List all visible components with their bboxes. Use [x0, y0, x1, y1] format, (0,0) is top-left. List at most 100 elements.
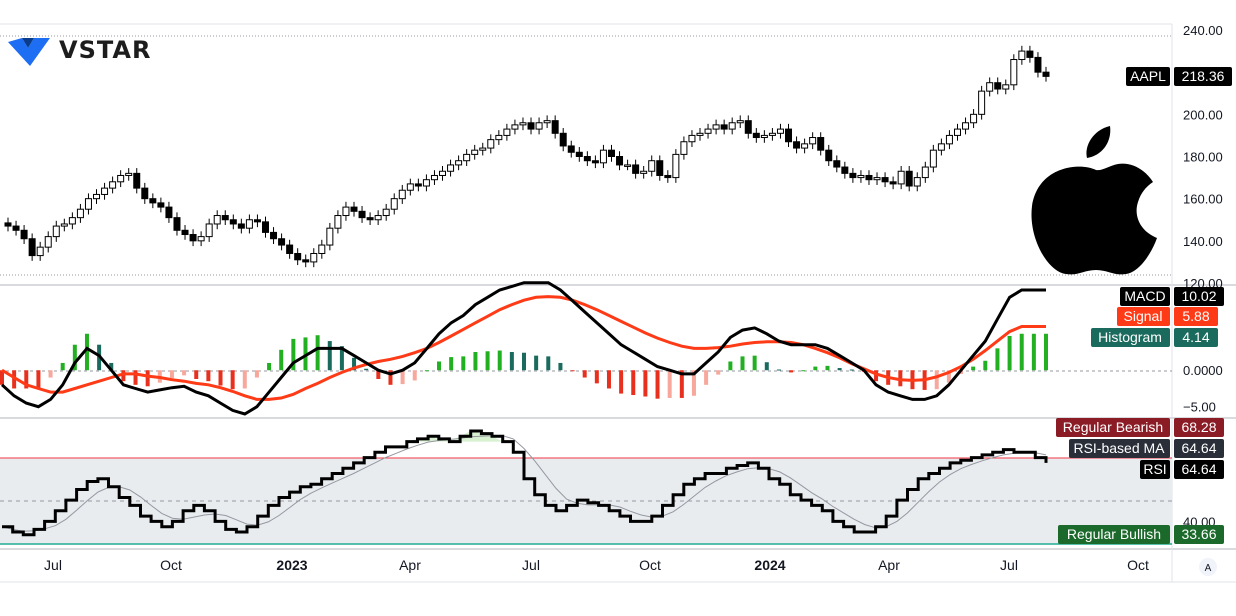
candle	[704, 123, 712, 139]
macd-histogram-bar	[36, 370, 41, 389]
candle	[865, 170, 873, 185]
candle	[986, 77, 994, 97]
candle	[953, 123, 961, 141]
candle	[567, 140, 575, 158]
candle-body	[358, 210, 366, 219]
candle-body	[213, 215, 221, 225]
macd-histogram-bar	[315, 335, 320, 371]
candle-body	[881, 177, 889, 183]
macd-histogram-bar	[716, 370, 721, 375]
candle-body	[173, 217, 181, 231]
candle-body	[736, 120, 744, 124]
macd-histogram-bar	[825, 365, 830, 371]
candle-body	[318, 244, 326, 254]
macd-histogram-bar	[594, 370, 599, 384]
candle	[237, 218, 245, 234]
macd-histogram-bar	[473, 352, 478, 371]
candle	[334, 210, 342, 234]
candle	[109, 176, 117, 194]
rsi-line	[2, 429, 1048, 537]
time-tick-label: Apr	[399, 557, 421, 573]
candle	[897, 165, 905, 190]
macd-histogram-bar	[691, 370, 696, 396]
macd-histogram-bar	[267, 362, 272, 371]
apple-logo-icon	[1031, 126, 1157, 275]
candle	[133, 168, 141, 194]
candle-body	[366, 217, 374, 221]
candle	[1042, 66, 1050, 82]
candle-body	[921, 166, 929, 179]
candle	[447, 159, 455, 177]
candle	[213, 210, 221, 230]
macd-axis: 0.0000 −5.00	[1183, 363, 1223, 414]
candle	[310, 248, 318, 268]
candle-body	[44, 236, 52, 248]
candle-body	[278, 238, 286, 246]
candle-body	[640, 170, 648, 174]
candle-body	[141, 187, 149, 200]
candle	[245, 214, 253, 234]
candle	[495, 130, 503, 145]
macd-histogram-bar	[558, 362, 563, 371]
candle	[929, 144, 937, 173]
candle	[52, 220, 60, 242]
price-axis: 240.00220.00200.00180.00160.00140.00120.…	[1183, 23, 1223, 291]
candle-body	[76, 208, 84, 219]
macd-histogram-bar	[72, 344, 77, 371]
macd-histogram-bar	[194, 370, 199, 379]
candle-body	[905, 170, 913, 187]
last-price-label: 218.36	[1182, 68, 1225, 84]
candle-body	[350, 206, 358, 212]
macd-histogram-bar	[509, 352, 514, 371]
candle-body	[270, 231, 278, 240]
candle-body	[857, 174, 865, 179]
macd-histogram-bar	[655, 370, 660, 399]
candle-body	[752, 132, 760, 139]
symbol-badge	[1126, 67, 1170, 86]
rsi-ma-line	[1, 435, 1047, 532]
candle-body	[4, 222, 12, 227]
macd-histogram-bar	[582, 370, 587, 378]
candle	[479, 142, 487, 156]
candle-body	[487, 139, 495, 149]
candle-body	[326, 227, 334, 246]
candle-body	[12, 225, 20, 231]
candle	[398, 184, 406, 204]
candle-body	[664, 174, 672, 179]
macd-histogram-bar	[631, 370, 636, 396]
candle	[374, 210, 382, 226]
rsi-label: RSI	[1143, 461, 1166, 477]
candle-body	[607, 149, 615, 158]
candle	[221, 210, 229, 226]
candle-body	[1018, 50, 1026, 61]
signal-line	[1, 295, 1046, 401]
auto-scale-button[interactable]: A	[1199, 558, 1217, 576]
candle-body	[414, 183, 422, 187]
candle-body	[60, 223, 68, 227]
regular-bullish-value: 33.66	[1181, 526, 1216, 542]
candle	[994, 77, 1002, 95]
macd-histogram-bar	[801, 370, 806, 372]
regular-bullish-label: Regular Bullish	[1067, 526, 1161, 542]
candle-body	[261, 221, 269, 233]
rsi-value: 64.64	[1181, 461, 1216, 477]
macd-tick-label: −5.00	[1183, 400, 1216, 415]
candle	[962, 117, 970, 135]
candle	[261, 216, 269, 238]
candle	[439, 165, 447, 181]
candle	[656, 155, 664, 181]
candle-body	[785, 128, 793, 143]
macd-value: 10.02	[1181, 288, 1216, 304]
candle-body	[229, 219, 237, 225]
candle-body	[84, 198, 92, 210]
macd-histogram-bar	[242, 370, 247, 389]
signal-value: 5.88	[1182, 308, 1209, 324]
candle	[551, 115, 559, 139]
candle-body	[551, 120, 559, 134]
macd-histogram-bar	[12, 370, 17, 389]
macd-histogram-bar	[971, 366, 976, 371]
candle	[559, 128, 567, 152]
candle	[817, 132, 825, 156]
candle-body	[382, 208, 390, 217]
candle	[157, 197, 165, 213]
